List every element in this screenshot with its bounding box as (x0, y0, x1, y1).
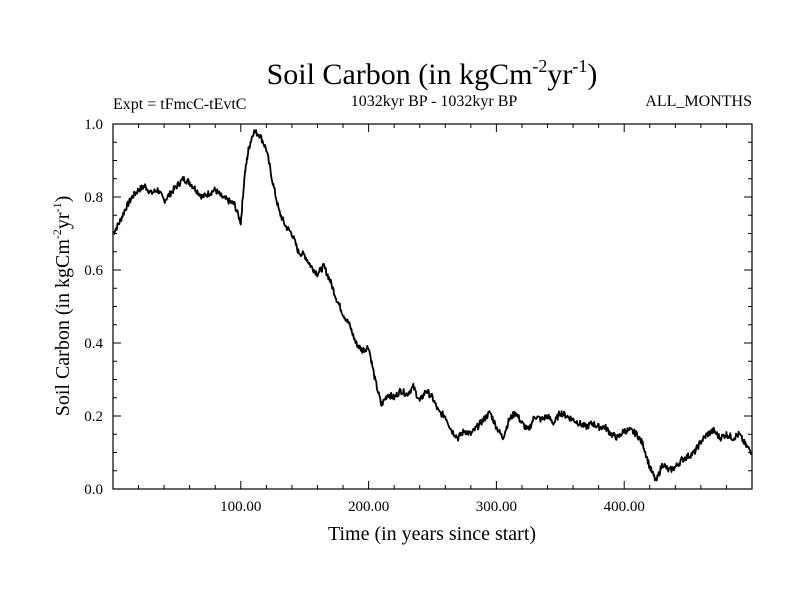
y-tick-label: 0.6 (84, 263, 103, 279)
months-label: ALL_MONTHS (645, 93, 752, 110)
period-label: 1032kyr BP - 1032kyr BP (351, 93, 518, 110)
x-tick-label: 200.00 (348, 499, 389, 515)
y-tick-label: 0.0 (84, 482, 103, 498)
y-tick-label: 0.2 (84, 409, 103, 425)
x-tick-label: 300.00 (476, 499, 517, 515)
series-line-soil-carbon (112, 129, 753, 482)
x-tick-label: 100.00 (220, 499, 261, 515)
y-axis-label: Soil Carbon (in kgCm-2yr-1) (50, 196, 74, 417)
y-axis-ticks: 0.0 0.2 0.4 0.6 0.8 1.0 (84, 117, 752, 498)
y-tick-label: 0.8 (84, 190, 103, 206)
y-tick-label: 0.4 (84, 336, 103, 352)
y-tick-label: 1.0 (84, 117, 103, 133)
x-tick-label: 400.00 (604, 499, 645, 515)
x-axis-ticks: 100.00 200.00 300.00 400.00 (112, 124, 753, 515)
x-axis-label: Time (in years since start) (328, 523, 536, 545)
experiment-label: Expt = tFmcC-tEvtC (113, 96, 246, 113)
chart-title: Soil Carbon (in kgCm-2yr-1) (267, 56, 598, 91)
